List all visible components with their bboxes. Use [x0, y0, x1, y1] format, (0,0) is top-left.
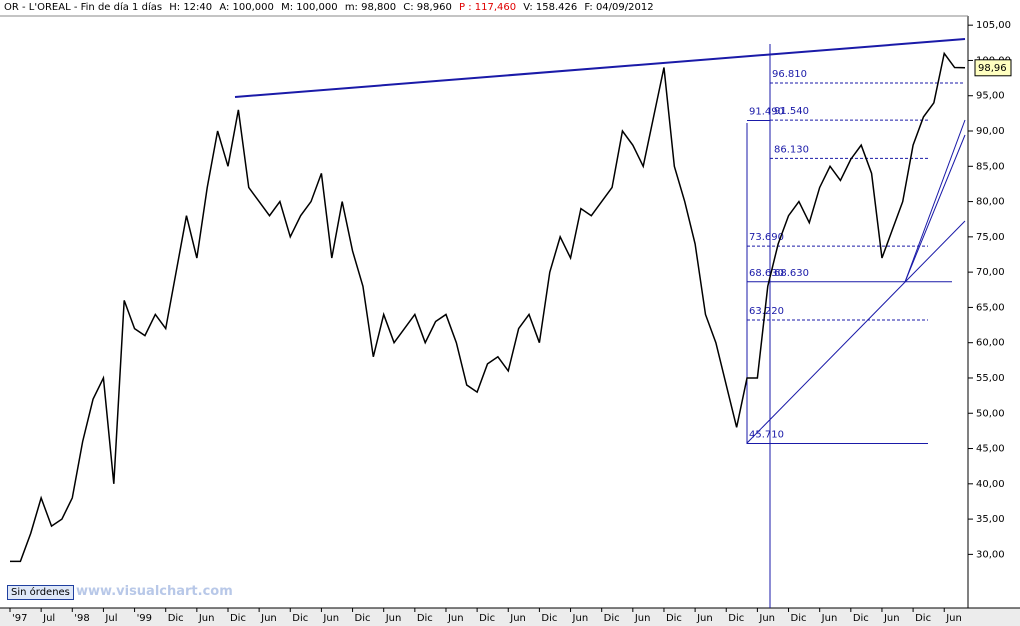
fib-label: 73.690: [749, 232, 784, 243]
y-tick-label: 40,00: [976, 479, 1005, 490]
y-tick-label: 50,00: [976, 408, 1005, 419]
resistance-line: [234, 38, 966, 98]
x-tick-label: Jun: [945, 613, 962, 624]
x-tick-label: Dic: [417, 613, 433, 624]
header-item: OR - L'OREAL - Fin de día 1 días: [4, 2, 163, 13]
x-tick-label: Jun: [634, 613, 651, 624]
x-tick-label: Jun: [696, 613, 713, 624]
x-tick-label: Dic: [230, 613, 246, 624]
x-tick-label: Jun: [447, 613, 464, 624]
fib-label: 68.630: [774, 268, 809, 279]
x-tick-label: Jun: [385, 613, 402, 624]
y-tick-label: 90,00: [976, 126, 1005, 137]
header-item: M: 100,000: [281, 2, 338, 13]
y-axis-area: [968, 0, 1020, 626]
x-tick-label: Jul: [104, 613, 117, 624]
x-tick-label: Jun: [509, 613, 526, 624]
fib-label: 68.630: [749, 268, 784, 279]
x-tick-label: '97: [12, 613, 27, 624]
header-item: P : 117,460: [459, 2, 517, 13]
x-tick-label: Jul: [42, 613, 55, 624]
x-tick-label: Dic: [853, 613, 869, 624]
y-tick-label: 35,00: [976, 514, 1005, 525]
x-tick-label: '99: [137, 613, 152, 624]
last-price-label: 98,96: [978, 63, 1007, 74]
watermark: www.visualchart.com: [76, 584, 233, 599]
y-tick-label: 55,00: [976, 373, 1005, 384]
y-tick-label: 85,00: [976, 161, 1005, 172]
x-tick-label: Jun: [758, 613, 775, 624]
header-item: F: 04/09/2012: [584, 2, 654, 13]
x-tick-label: Jun: [821, 613, 838, 624]
y-tick-label: 105,00: [976, 20, 1011, 31]
fib-label: 63.220: [749, 306, 784, 317]
y-tick-label: 45,00: [976, 444, 1005, 455]
x-tick-label: Jun: [260, 613, 277, 624]
header-item: A: 100,000: [219, 2, 274, 13]
support-line: [904, 119, 966, 283]
x-tick-label: Dic: [791, 613, 807, 624]
y-tick-label: 30,00: [976, 549, 1005, 560]
x-tick-label: Dic: [292, 613, 308, 624]
x-tick-label: Dic: [479, 613, 495, 624]
x-tick-label: Jun: [572, 613, 589, 624]
header-item: C: 98,960: [403, 2, 452, 13]
x-tick-label: Jun: [198, 613, 215, 624]
fib-label: 45.710: [749, 430, 784, 441]
x-tick-label: Jun: [322, 613, 339, 624]
fib-label: 86.130: [774, 144, 809, 155]
y-tick-label: 65,00: [976, 302, 1005, 313]
price-group: [10, 51, 966, 563]
button[interactable]: Sin órdenes: [7, 585, 74, 600]
support-line: [904, 134, 966, 283]
header-item: V: 158.426: [523, 2, 578, 13]
header-item: m: 98,800: [344, 2, 397, 13]
x-axis-area: [0, 608, 1020, 626]
x-tick-label: Dic: [728, 613, 744, 624]
last-price-tag: [974, 59, 1012, 77]
x-tick-label: Jun: [883, 613, 900, 624]
x-tick-label: Dic: [541, 613, 557, 624]
header-item: H: 12:40: [169, 2, 213, 13]
x-tick-label: Dic: [666, 613, 682, 624]
y-tick-label: 70,00: [976, 267, 1005, 278]
x-tick-label: '98: [74, 613, 89, 624]
header: OR - L'OREAL - Fin de día 1 días H: 12:4…: [4, 2, 658, 13]
fib-label: 91.490: [749, 106, 784, 117]
fib-label: 91.540: [774, 106, 809, 117]
x-tick-label: Dic: [604, 613, 620, 624]
y-tick-label: 75,00: [976, 232, 1005, 243]
y-tick-label: 80,00: [976, 197, 1005, 208]
drawings: [234, 38, 966, 608]
support-line: [746, 220, 966, 444]
price-line: [10, 51, 966, 563]
x-tick-label: Dic: [915, 613, 931, 624]
x-tick-label: Dic: [168, 613, 184, 624]
fib-label: 96.810: [772, 69, 807, 80]
x-tick-label: Dic: [355, 613, 371, 624]
y-tick-label: 95,00: [976, 91, 1005, 102]
y-tick-label: 60,00: [976, 338, 1005, 349]
